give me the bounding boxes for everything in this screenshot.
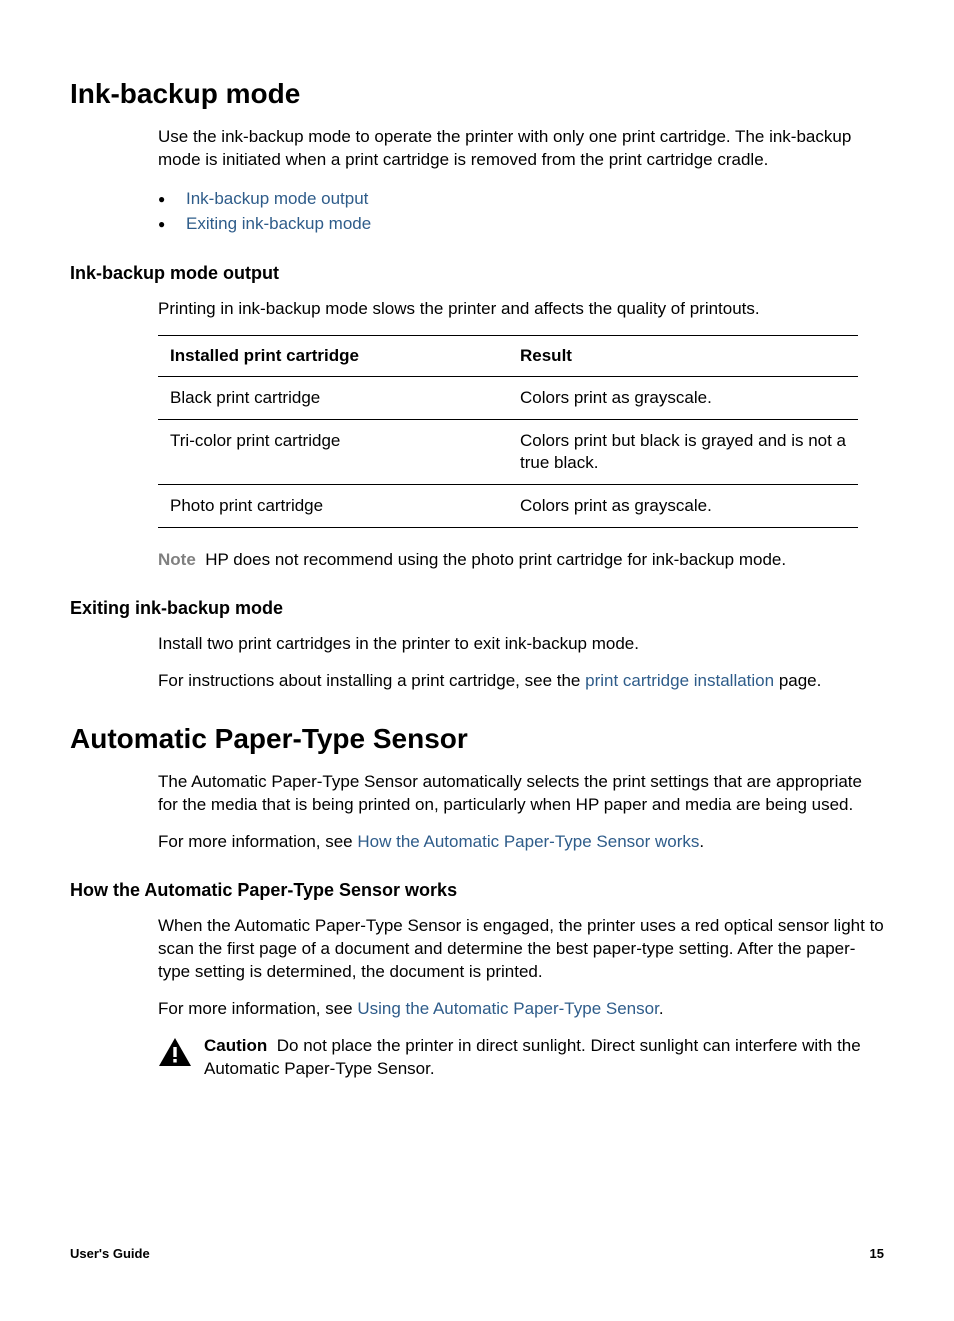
text-span: For instructions about installing a prin…: [158, 671, 585, 690]
table-cell: Colors print as grayscale.: [508, 485, 858, 528]
link-how-works[interactable]: How the Automatic Paper-Type Sensor work…: [357, 832, 699, 851]
exiting-p1: Install two print cartridges in the prin…: [158, 633, 884, 656]
heading-ink-backup: Ink-backup mode: [70, 78, 884, 110]
table-header-row: Installed print cartridge Result: [158, 335, 858, 376]
note-text: HP does not recommend using the photo pr…: [205, 550, 786, 569]
how-works-p1: When the Automatic Paper-Type Sensor is …: [158, 915, 884, 984]
footer-page-number: 15: [870, 1246, 884, 1261]
text-span: For more information, see: [158, 832, 357, 851]
output-intro: Printing in ink-backup mode slows the pr…: [158, 298, 884, 321]
caution-text-wrap: Caution Do not place the printer in dire…: [204, 1035, 884, 1081]
footer-left: User's Guide: [70, 1246, 150, 1261]
heading-auto-sensor: Automatic Paper-Type Sensor: [70, 723, 884, 755]
list-item: Ink-backup mode output: [158, 186, 884, 212]
text-span: .: [699, 832, 704, 851]
table-cell: Photo print cartridge: [158, 485, 508, 528]
col-header: Result: [508, 335, 858, 376]
caution-text: Do not place the printer in direct sunli…: [204, 1036, 861, 1078]
subheading-output: Ink-backup mode output: [70, 263, 884, 284]
col-header: Installed print cartridge: [158, 335, 508, 376]
auto-more: For more information, see How the Automa…: [158, 831, 884, 854]
link-list: Ink-backup mode output Exiting ink-backu…: [158, 186, 884, 237]
exiting-p2: For instructions about installing a prin…: [158, 670, 884, 693]
table-cell: Colors print but black is grayed and is …: [508, 419, 858, 484]
note-label: Note: [158, 550, 196, 569]
table-row: Tri-color print cartridge Colors print b…: [158, 419, 858, 484]
how-works-more: For more information, see Using the Auto…: [158, 998, 884, 1021]
intro-ink-backup: Use the ink-backup mode to operate the p…: [158, 126, 884, 172]
results-table: Installed print cartridge Result Black p…: [158, 335, 858, 528]
text-span: .: [659, 999, 664, 1018]
link-using-sensor[interactable]: Using the Automatic Paper-Type Sensor: [357, 999, 658, 1018]
subheading-how-works: How the Automatic Paper-Type Sensor work…: [70, 880, 884, 901]
table-row: Black print cartridge Colors print as gr…: [158, 376, 858, 419]
page-footer: User's Guide 15: [70, 1246, 884, 1261]
caution-label: Caution: [204, 1036, 267, 1055]
caution-icon: [158, 1037, 192, 1067]
text-span: For more information, see: [158, 999, 357, 1018]
auto-intro: The Automatic Paper-Type Sensor automati…: [158, 771, 884, 817]
table-cell: Black print cartridge: [158, 376, 508, 419]
link-exiting[interactable]: Exiting ink-backup mode: [186, 214, 371, 233]
caution-block: Caution Do not place the printer in dire…: [158, 1035, 884, 1081]
table-cell: Colors print as grayscale.: [508, 376, 858, 419]
subheading-exiting: Exiting ink-backup mode: [70, 598, 884, 619]
table-row: Photo print cartridge Colors print as gr…: [158, 485, 858, 528]
text-span: page.: [774, 671, 821, 690]
table-cell: Tri-color print cartridge: [158, 419, 508, 484]
link-output[interactable]: Ink-backup mode output: [186, 189, 368, 208]
link-installation[interactable]: print cartridge installation: [585, 671, 774, 690]
note-block: Note HP does not recommend using the pho…: [158, 550, 884, 570]
list-item: Exiting ink-backup mode: [158, 211, 884, 237]
